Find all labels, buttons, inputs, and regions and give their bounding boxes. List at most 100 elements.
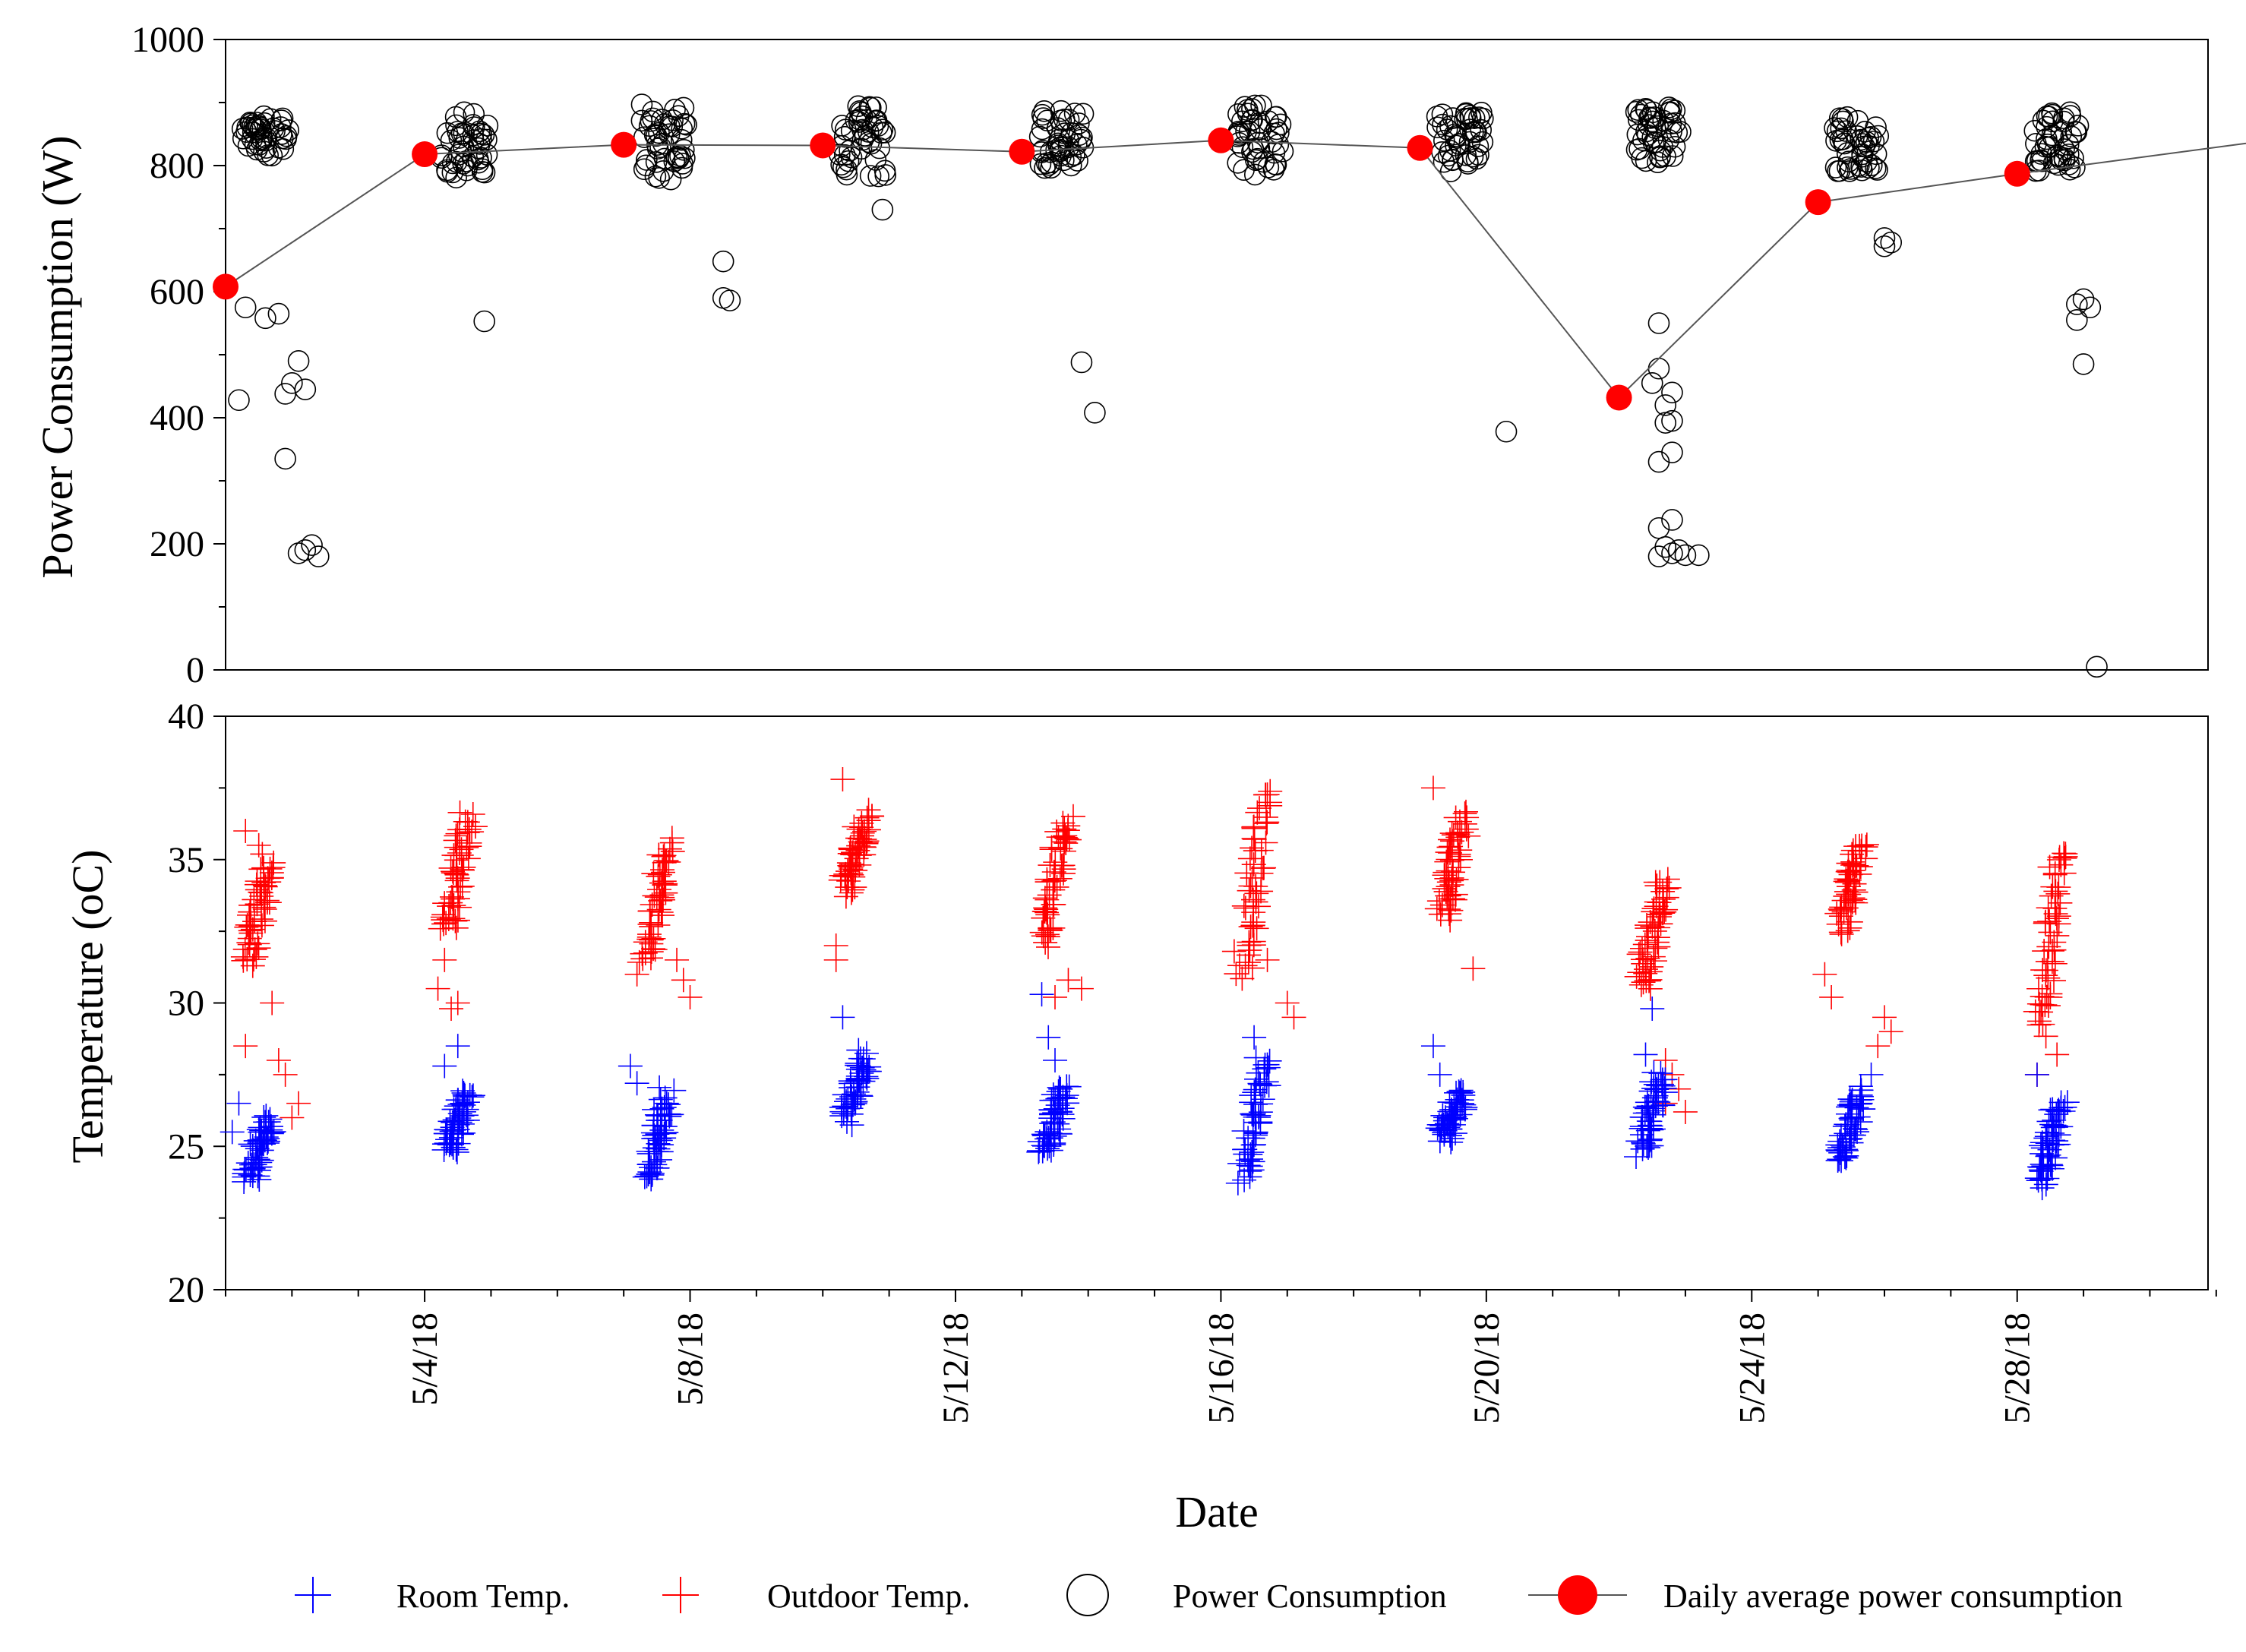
legend-item-power-consumption: Power Consumption [1066, 1574, 1447, 1616]
outdoor-temp-point [1048, 836, 1073, 861]
x-tick-label: 5/24/18 [1732, 1312, 1772, 1424]
outdoor-temp-point [2045, 881, 2071, 906]
room-temp-point [435, 1127, 460, 1152]
outdoor-temp-point [249, 883, 274, 908]
room-temp-point [654, 1091, 679, 1116]
outdoor-temp-point [1240, 835, 1265, 861]
power-point [2066, 309, 2088, 331]
room-temp-point [445, 1034, 470, 1059]
power-point [1860, 154, 1883, 176]
outdoor-temp-point [248, 907, 273, 932]
power-point [1231, 136, 1254, 159]
power-point [270, 109, 292, 131]
y-tick-label: 30 [168, 984, 204, 1024]
power-point [436, 159, 458, 182]
room-temp-point [854, 1066, 880, 1091]
room-temp-point [220, 1120, 245, 1145]
legend-label-outdoor-temp: Outdoor Temp. [767, 1578, 970, 1615]
power-point [261, 144, 283, 167]
room-temp-point [1243, 1045, 1268, 1070]
power-point [1457, 153, 1479, 175]
y-tick-label: 40 [168, 696, 204, 737]
outdoor-temp-points [230, 767, 2078, 1130]
outdoor-temp-point [2036, 895, 2061, 921]
power-point [1271, 140, 1294, 163]
power-point [2072, 288, 2095, 311]
outdoor-temp-point [1233, 953, 1258, 978]
room-temp-point [1256, 1055, 1281, 1080]
room-temp-point [1827, 1129, 1853, 1154]
power-point [2058, 153, 2080, 175]
legend-item-daily-average: Daily average power consumption [1528, 1575, 2123, 1615]
room-temp-point [2036, 1109, 2061, 1134]
power-point [287, 349, 310, 372]
outdoor-temp-point [850, 820, 875, 845]
power-point [1674, 544, 1697, 567]
outdoor-temp-point [1630, 947, 1655, 972]
outdoor-temp-point [2033, 1024, 2058, 1049]
outdoor-temp-point [856, 798, 881, 823]
power-point [267, 302, 290, 325]
legend-marker-outdoor-temp [662, 1577, 699, 1613]
outdoor-temp-point [859, 804, 884, 829]
y-tick-label: 400 [150, 398, 204, 438]
power-point [1257, 156, 1280, 178]
power-point [1657, 128, 1680, 151]
outdoor-temp-point [439, 997, 464, 1022]
outdoor-temp-point [1069, 976, 1094, 1001]
power-point [837, 150, 860, 172]
power-point [1827, 160, 1849, 182]
power-point [1641, 372, 1663, 394]
power-point [2065, 121, 2088, 144]
room-temp-point [2049, 1095, 2074, 1120]
outdoor-temp-point [441, 859, 466, 884]
power-point [1049, 140, 1072, 163]
power-point [241, 128, 264, 150]
power-point [1265, 118, 1287, 141]
power-point [2036, 115, 2058, 138]
outdoor-temp-point [641, 861, 666, 886]
outdoor-temp-point [1047, 866, 1072, 891]
power-point [1431, 103, 1454, 125]
room-temp-point [260, 1120, 285, 1145]
room-temp-point [254, 1125, 279, 1149]
power-point [463, 116, 485, 138]
room-temp-point [1036, 1025, 1061, 1050]
room-temp-point [659, 1102, 684, 1127]
room-temp-point [640, 1162, 665, 1187]
outdoor-temp-point [1051, 839, 1076, 864]
outdoor-temp-point [2040, 874, 2065, 899]
power-point [1635, 150, 1657, 172]
outdoor-temp-point [1647, 890, 1672, 915]
power-point [712, 250, 734, 273]
outdoor-temp-point [1238, 914, 1263, 940]
power-point [851, 118, 873, 141]
power-point [2046, 144, 2069, 166]
power-point [1250, 94, 1272, 117]
room-temp-point [1851, 1097, 1876, 1122]
outdoor-temp-point [1443, 805, 1468, 830]
outdoor-temp-point [286, 1091, 311, 1116]
outdoor-temp-point [1221, 939, 1246, 964]
y-tick-label: 800 [150, 146, 204, 186]
power-point [2041, 124, 2064, 147]
power-panel: 0 200 400 600 800 1000 Power Consumption (W) [33, 20, 2246, 690]
daily-average-point [1606, 384, 1632, 411]
daily-average-point [1407, 134, 1433, 161]
room-temp-point [2055, 1090, 2080, 1115]
outdoor-temp-point [1241, 852, 1266, 877]
room-temp-point [1623, 1145, 1648, 1170]
outdoor-temp-point [1454, 799, 1479, 824]
power-point [1470, 102, 1493, 124]
power-point [840, 120, 863, 142]
outdoor-temp-point [245, 931, 270, 956]
power-point [1837, 150, 1860, 173]
power-point [1233, 159, 1255, 182]
outdoor-temp-point [1438, 886, 1463, 911]
power-point [275, 125, 298, 147]
room-temp-point [450, 1079, 475, 1104]
room-temp-point [1050, 1102, 1075, 1127]
outdoor-temp-point [1436, 847, 1461, 872]
outdoor-temp-point [1666, 1076, 1692, 1101]
power-point [642, 100, 664, 123]
